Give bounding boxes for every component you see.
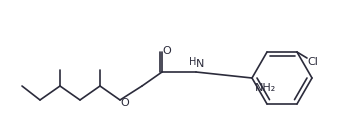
Text: Cl: Cl	[307, 57, 319, 67]
Text: H: H	[189, 57, 197, 67]
Text: NH₂: NH₂	[255, 83, 276, 93]
Text: N: N	[196, 59, 204, 69]
Text: O: O	[121, 98, 129, 108]
Text: O: O	[163, 46, 171, 56]
